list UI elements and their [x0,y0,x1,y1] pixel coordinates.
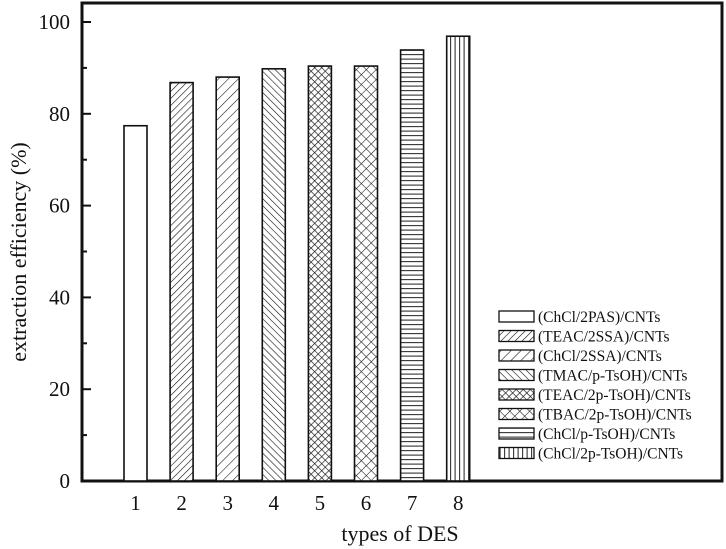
legend-label: (ChCl/2SSA)/CNTs [538,348,662,365]
legend-item: (TEAC/2p-TsOH)/CNTs [498,387,691,404]
y-tick-label: 40 [49,285,70,309]
y-tick-label: 20 [49,377,70,401]
legend-item: (ChCl/2PAS)/CNTs [498,309,660,326]
bar-8 [445,35,471,482]
y-tick-label: 100 [39,10,71,34]
y-axis: 0 20 40 60 80 100 [39,10,91,493]
legend-swatch [498,329,535,343]
legend-label: (TBAC/2p-TsOH)/CNTs [538,407,692,424]
legend-item: (ChCl/2p-TsOH)/CNTs [498,446,683,463]
legend-item: (ChCl/2SSA)/CNTs [498,348,662,365]
legend-label: (ChCl/p-TsOH)/CNTs [538,426,675,443]
y-tick-label: 80 [49,102,70,126]
legend-swatch [498,349,535,362]
x-tick-label: 8 [453,491,464,515]
x-axis-title: types of DES [341,521,458,546]
y-axis-title: extraction efficiency (%) [6,142,31,361]
x-tick-label: 3 [222,491,233,515]
x-axis: 1 2 3 4 5 6 7 8 [130,491,463,515]
legend-item: (TEAC/2SSA)/CNTs [498,329,670,346]
bar-5 [307,65,333,482]
legend-label: (TEAC/2SSA)/CNTs [538,329,670,346]
y-tick-label: 0 [60,469,71,493]
bar-6 [353,65,379,482]
x-tick-label: 6 [361,491,372,515]
legend-item: (ChCl/p-TsOH)/CNTs [498,426,675,443]
bar-3 [215,76,240,482]
bar-7 [399,49,425,482]
legend-item: (TMAC/p-TsOH)/CNTs [498,368,687,385]
x-tick-label: 7 [407,491,418,515]
legend-label: (TMAC/p-TsOH)/CNTs [538,368,687,385]
y-tick-label: 60 [49,194,70,218]
bar-series [123,35,471,482]
legend-swatch [498,388,535,401]
x-tick-label: 4 [269,491,280,515]
legend-swatch [498,368,535,382]
legend-label: (TEAC/2p-TsOH)/CNTs [538,387,691,404]
bar-1 [123,124,148,482]
x-tick-label: 1 [130,491,141,515]
legend-label: (ChCl/2p-TsOH)/CNTs [538,446,683,463]
x-tick-label: 2 [176,491,187,515]
bar-2 [169,81,194,482]
legend: (ChCl/2PAS)/CNTs (TEAC/2SSA)/CNTs (ChCl/2S… [498,309,692,463]
legend-swatch [498,427,535,440]
legend-label: (ChCl/2PAS)/CNTs [538,309,660,326]
legend-swatch [498,407,535,421]
legend-swatch [498,310,535,323]
legend-swatch [498,446,535,460]
x-tick-label: 5 [315,491,326,515]
legend-item: (TBAC/2p-TsOH)/CNTs [498,407,692,424]
bar-4 [261,68,287,482]
